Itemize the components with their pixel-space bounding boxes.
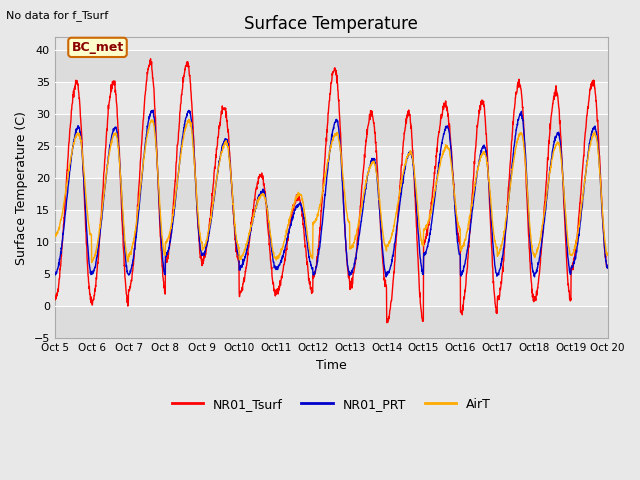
Title: Surface Temperature: Surface Temperature (244, 15, 418, 33)
NR01_Tsurf (493, 310, 500, 316)
NR01_PRT (149, 107, 157, 113)
NR01_PRT (382, 274, 390, 280)
AirT (493, 245, 500, 251)
Bar (55, 306, 608, 338)
NR01_Tsurf (604, 264, 612, 270)
NR01_Tsurf (147, 56, 154, 62)
NR01_PRT (604, 265, 612, 271)
Bar (55, 274, 608, 306)
Bar (55, 146, 608, 178)
Bar (55, 114, 608, 146)
Y-axis label: Surface Temperature (C): Surface Temperature (C) (15, 111, 28, 264)
NR01_PRT (556, 134, 563, 140)
NR01_Tsurf (571, 252, 579, 257)
NR01_Tsurf (556, 110, 563, 116)
NR01_Tsurf (383, 320, 391, 325)
NR01_Tsurf (360, 167, 367, 172)
Text: BC_met: BC_met (72, 41, 124, 54)
AirT (88, 260, 96, 265)
NR01_Tsurf (205, 221, 213, 227)
NR01_PRT (348, 269, 355, 275)
AirT (348, 243, 355, 249)
AirT (360, 191, 367, 196)
Legend: NR01_Tsurf, NR01_PRT, AirT: NR01_Tsurf, NR01_PRT, AirT (166, 393, 496, 416)
Bar (55, 178, 608, 210)
AirT (205, 223, 213, 229)
Line: AirT: AirT (55, 120, 608, 263)
NR01_PRT (51, 272, 59, 278)
NR01_Tsurf (348, 280, 355, 286)
NR01_PRT (571, 257, 579, 263)
NR01_PRT (493, 270, 500, 276)
AirT (185, 117, 193, 122)
AirT (556, 143, 563, 149)
Line: NR01_Tsurf: NR01_Tsurf (55, 59, 608, 323)
Bar (55, 82, 608, 114)
Line: NR01_PRT: NR01_PRT (55, 110, 608, 277)
AirT (571, 243, 579, 249)
NR01_Tsurf (51, 296, 59, 302)
AirT (604, 252, 612, 258)
X-axis label: Time: Time (316, 359, 347, 372)
Bar (55, 50, 608, 82)
Text: No data for f_Tsurf: No data for f_Tsurf (6, 10, 109, 21)
AirT (51, 233, 59, 239)
NR01_PRT (205, 230, 213, 236)
NR01_PRT (360, 199, 367, 205)
Bar (55, 242, 608, 274)
Bar (55, 210, 608, 242)
